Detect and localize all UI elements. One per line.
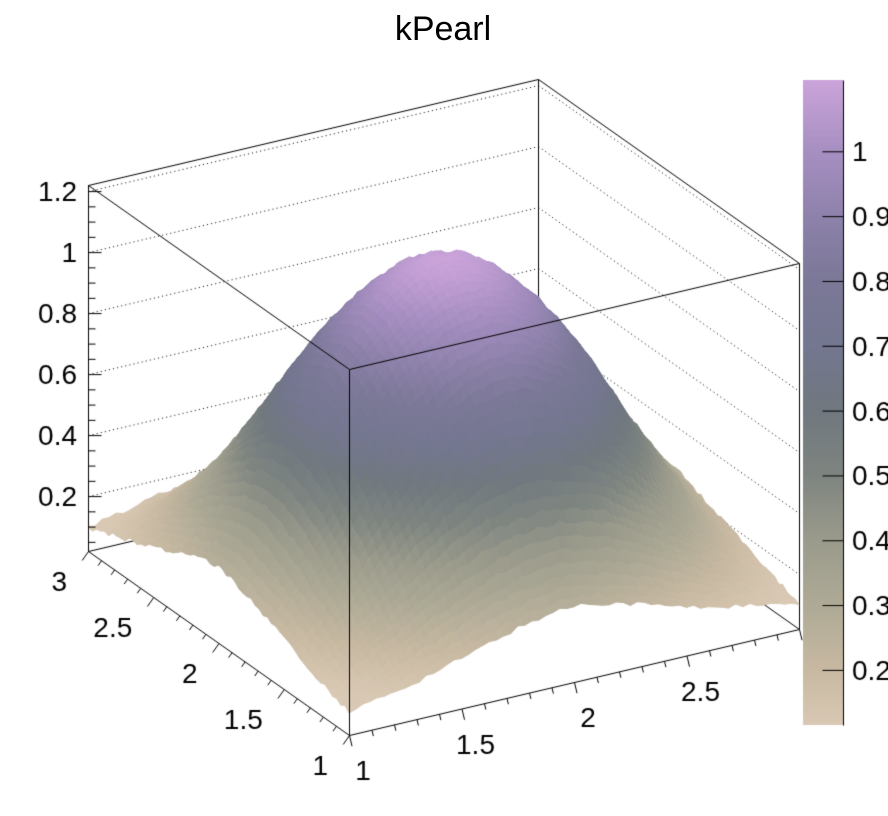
plot-title: kPearl [394, 10, 492, 48]
